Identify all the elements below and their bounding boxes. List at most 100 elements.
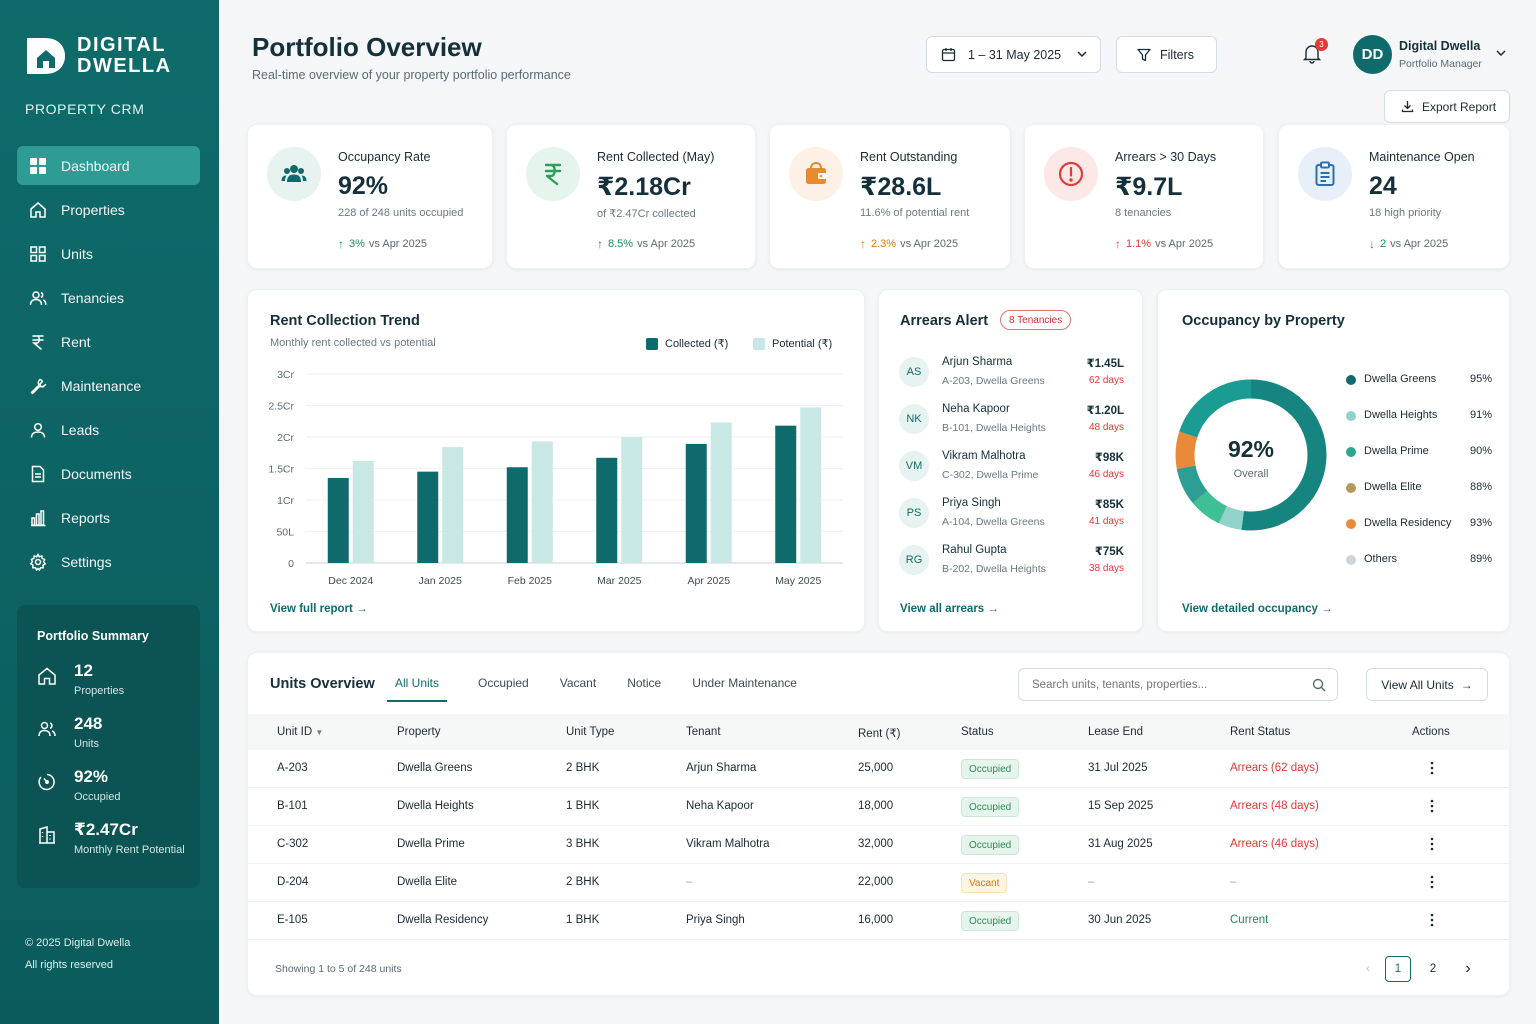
table-row[interactable]: C-302 Dwella Prime 3 BHK Vikram Malhotra 32,… bbox=[248, 826, 1510, 864]
arrears-item[interactable]: RG Rahul Gupta B-202, Dwella Heights ₹75… bbox=[899, 541, 1124, 586]
arrow-right-icon: → bbox=[987, 603, 999, 615]
units-tabs: All Units Occupied Vacant Notice Under M… bbox=[387, 676, 828, 702]
pagination-prev[interactable]: ‹ bbox=[1355, 956, 1381, 982]
rent-trend-title: Rent Collection Trend bbox=[270, 313, 420, 329]
table-row[interactable]: D-204 Dwella Elite 2 BHK – 22,000 – – Vacant bbox=[248, 864, 1510, 902]
bar-potential bbox=[621, 437, 643, 563]
filter-icon bbox=[1137, 48, 1151, 61]
chevron-down-icon[interactable] bbox=[1495, 48, 1507, 58]
kpi-value: 24 bbox=[1369, 172, 1397, 200]
view-all-units-button[interactable]: View All Units → bbox=[1366, 668, 1488, 701]
export-report-button[interactable]: Export Report bbox=[1384, 90, 1510, 123]
nav-item-dashboard[interactable]: Dashboard bbox=[17, 146, 200, 185]
tab-occupied[interactable]: Occupied bbox=[478, 676, 529, 690]
view-all-arrears-label: View all arrears bbox=[900, 603, 985, 615]
kpi-icon-wrap bbox=[1044, 147, 1098, 201]
cell-rent-status: Arrears (46 days) bbox=[1230, 838, 1319, 850]
nav-item-maintenance[interactable]: Maintenance bbox=[17, 366, 200, 405]
nav-item-leads[interactable]: Leads bbox=[17, 410, 200, 449]
kpi-value: ₹2.18Cr bbox=[597, 173, 691, 201]
more-vertical-icon[interactable] bbox=[1427, 798, 1437, 814]
kpi-label: Maintenance Open bbox=[1369, 150, 1475, 164]
bar-potential bbox=[352, 460, 374, 563]
nav-item-tenancies[interactable]: Tenancies bbox=[17, 278, 200, 317]
user-name[interactable]: Digital Dwella bbox=[1399, 39, 1481, 53]
pagination-next[interactable]: › bbox=[1455, 956, 1481, 982]
property-occupancy-pct: 89% bbox=[1469, 553, 1492, 565]
kpi-label: Rent Collected (May) bbox=[597, 150, 715, 164]
page-title: Portfolio Overview bbox=[252, 32, 482, 62]
clipboard-icon bbox=[1315, 161, 1335, 186]
property-occupancy-pct: 93% bbox=[1469, 517, 1492, 529]
tenant-avatar: NK bbox=[899, 404, 929, 434]
arrears-item[interactable]: PS Priya Singh A-104, Dwella Greens ₹85K… bbox=[899, 494, 1124, 539]
nav-label: Settings bbox=[61, 553, 112, 570]
cell-property: Dwella Residency bbox=[397, 914, 489, 926]
nav-label: Reports bbox=[61, 509, 111, 526]
nav-item-rent[interactable]: Rent bbox=[17, 322, 200, 361]
legend-label: Potential (₹) bbox=[772, 338, 833, 350]
legend-collected: Collected (₹) bbox=[646, 337, 728, 350]
arrears-item[interactable]: VM Vikram Malhotra C-302, Dwella Prime ₹… bbox=[899, 447, 1124, 492]
arrears-item[interactable]: NK Neha Kapoor B-101, Dwella Heights ₹1.… bbox=[899, 400, 1124, 445]
nav-item-documents[interactable]: Documents bbox=[17, 454, 200, 493]
nav-item-reports[interactable]: Reports bbox=[17, 498, 200, 537]
view-all-arrears-link[interactable]: View all arrears → bbox=[900, 603, 999, 615]
summary-label: Occupied bbox=[74, 791, 121, 803]
cell-rent: 25,000 bbox=[858, 762, 894, 774]
pagination-page-2[interactable]: 2 bbox=[1429, 963, 1437, 975]
occupancy-legend-item: Others 89% bbox=[1346, 552, 1492, 568]
filters-button[interactable]: Filters bbox=[1116, 36, 1217, 73]
kpi-change-period: vs Apr 2025 bbox=[368, 238, 427, 250]
arrears-amount: ₹85K bbox=[1094, 499, 1124, 511]
arrears-item[interactable]: AS Arjun Sharma A-203, Dwella Greens ₹1.… bbox=[899, 353, 1124, 398]
arrow-right-icon: → bbox=[1460, 677, 1473, 692]
view-detailed-occupancy-link[interactable]: View detailed occupancy → bbox=[1182, 603, 1333, 615]
col-unit-id[interactable]: Unit ID ▼ bbox=[277, 726, 323, 738]
kpi-icon-wrap bbox=[789, 147, 843, 201]
nav-item-units[interactable]: Units bbox=[17, 234, 200, 273]
tenant-unit: B-202, Dwella Heights bbox=[942, 563, 1046, 575]
status-badge: Occupied bbox=[961, 797, 1020, 817]
sort-down-icon: ▼ bbox=[315, 728, 324, 737]
table-row[interactable]: E-105 Dwella Residency 1 BHK Priya Singh 16,… bbox=[248, 902, 1510, 940]
property-name: Dwella Greens bbox=[1364, 373, 1437, 385]
occupancy-legend-item: Dwella Greens 95% bbox=[1346, 372, 1492, 388]
more-vertical-icon[interactable] bbox=[1427, 760, 1437, 776]
kpi-icon-wrap bbox=[526, 147, 580, 201]
col-actions: Actions bbox=[1412, 726, 1450, 738]
chevron-right-icon: › bbox=[1465, 960, 1471, 977]
nav-item-properties[interactable]: Properties bbox=[17, 190, 200, 229]
bar-collected bbox=[506, 467, 528, 563]
brand-logo[interactable]: DIGITAL DWELLA bbox=[25, 34, 172, 78]
x-tick-label: May 2025 bbox=[775, 575, 821, 587]
kpi-maintenance-open: Maintenance Open 24 18 high priority ↓ 2 v… bbox=[1278, 124, 1510, 269]
table-row[interactable]: A-203 Dwella Greens 2 BHK Arjun Sharma 25,00… bbox=[248, 750, 1510, 788]
units-table-header: Unit ID ▼ Property Unit Type Tenant Rent… bbox=[248, 714, 1510, 750]
tenant-name: Neha Kapoor bbox=[942, 403, 1010, 415]
view-full-report-link[interactable]: View full report → bbox=[270, 603, 368, 615]
arrears-days: 38 days bbox=[1088, 563, 1124, 574]
tab-under-maintenance[interactable]: Under Maintenance bbox=[692, 676, 797, 690]
date-range-label: 1 – 31 May 2025 bbox=[968, 47, 1062, 62]
nav-item-settings[interactable]: Settings bbox=[17, 542, 200, 581]
notification-bell-icon[interactable] bbox=[1301, 42, 1323, 64]
calendar-icon bbox=[941, 48, 956, 62]
cell-type: 1 BHK bbox=[566, 914, 600, 926]
tab-all-units[interactable]: All Units bbox=[387, 676, 448, 702]
tenant-name: Rahul Gupta bbox=[942, 544, 1007, 556]
more-vertical-icon[interactable] bbox=[1427, 912, 1437, 928]
document-icon bbox=[31, 465, 45, 482]
summary-value: 12 bbox=[74, 661, 93, 680]
tab-vacant[interactable]: Vacant bbox=[559, 676, 597, 690]
user-avatar[interactable]: DD bbox=[1353, 35, 1392, 74]
pagination-page-1[interactable]: 1 bbox=[1385, 956, 1411, 982]
arrow-up-icon: ↑ bbox=[597, 237, 603, 251]
date-range-picker[interactable]: 1 – 31 May 2025 bbox=[926, 36, 1101, 73]
table-row[interactable]: B-101 Dwella Heights 1 BHK Neha Kapoor 18,00… bbox=[248, 788, 1510, 826]
summary-occupied: 92% Occupied bbox=[37, 767, 200, 820]
units-search-input[interactable] bbox=[1018, 668, 1338, 701]
tab-notice[interactable]: Notice bbox=[627, 676, 662, 690]
more-vertical-icon[interactable] bbox=[1427, 874, 1437, 890]
more-vertical-icon[interactable] bbox=[1427, 836, 1437, 852]
